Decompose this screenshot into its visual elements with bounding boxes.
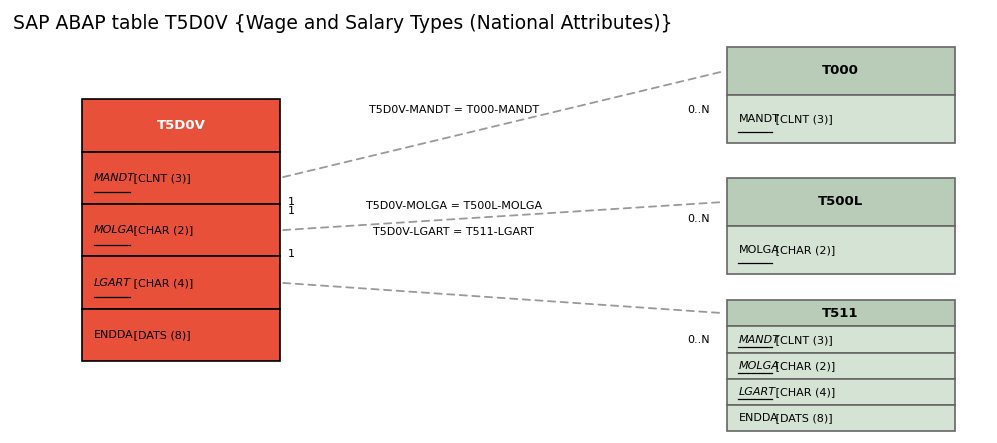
- FancyBboxPatch shape: [727, 226, 954, 274]
- Text: T500L: T500L: [818, 195, 863, 208]
- FancyBboxPatch shape: [727, 405, 954, 431]
- Text: MANDT: MANDT: [94, 173, 135, 183]
- Text: 1
1: 1 1: [288, 197, 295, 216]
- Text: [CLNT (3)]: [CLNT (3)]: [130, 173, 190, 183]
- Text: MANDT: MANDT: [739, 114, 780, 124]
- FancyBboxPatch shape: [82, 309, 280, 361]
- Text: LGART: LGART: [94, 278, 131, 288]
- Text: 0..N: 0..N: [687, 105, 710, 115]
- Text: T5D0V-LGART = T511-LGART: T5D0V-LGART = T511-LGART: [374, 227, 534, 237]
- FancyBboxPatch shape: [82, 99, 280, 152]
- Text: [DATS (8)]: [DATS (8)]: [772, 413, 832, 424]
- FancyBboxPatch shape: [727, 47, 954, 95]
- FancyBboxPatch shape: [727, 300, 954, 326]
- Text: 1: 1: [288, 249, 295, 259]
- FancyBboxPatch shape: [82, 204, 280, 256]
- Text: MANDT: MANDT: [739, 334, 780, 345]
- FancyBboxPatch shape: [82, 152, 280, 204]
- FancyBboxPatch shape: [727, 178, 954, 226]
- FancyBboxPatch shape: [727, 379, 954, 405]
- Text: [CHAR (2)]: [CHAR (2)]: [772, 361, 835, 371]
- Text: 0..N: 0..N: [687, 334, 710, 345]
- Text: [CLNT (3)]: [CLNT (3)]: [772, 114, 832, 124]
- Text: [DATS (8)]: [DATS (8)]: [130, 330, 190, 340]
- Text: [CHAR (4)]: [CHAR (4)]: [772, 387, 835, 397]
- Text: [CHAR (2)]: [CHAR (2)]: [772, 245, 835, 255]
- FancyBboxPatch shape: [727, 326, 954, 353]
- Text: MOLGA: MOLGA: [739, 361, 780, 371]
- Text: T5D0V-MANDT = T000-MANDT: T5D0V-MANDT = T000-MANDT: [369, 105, 539, 115]
- FancyBboxPatch shape: [727, 353, 954, 379]
- Text: T5D0V-MOLGA = T500L-MOLGA: T5D0V-MOLGA = T500L-MOLGA: [366, 201, 542, 211]
- FancyBboxPatch shape: [82, 256, 280, 309]
- Text: ENDDA: ENDDA: [94, 330, 134, 340]
- FancyBboxPatch shape: [727, 95, 954, 143]
- Text: T5D0V: T5D0V: [157, 119, 205, 132]
- Text: ENDDA: ENDDA: [739, 413, 779, 424]
- Text: T511: T511: [823, 307, 858, 320]
- Text: [CHAR (2)]: [CHAR (2)]: [130, 225, 193, 235]
- Text: LGART: LGART: [739, 387, 776, 397]
- Text: T000: T000: [823, 64, 859, 77]
- Text: 0..N: 0..N: [687, 214, 710, 224]
- Text: [CLNT (3)]: [CLNT (3)]: [772, 334, 832, 345]
- Text: MOLGA: MOLGA: [739, 245, 780, 255]
- Text: [CHAR (4)]: [CHAR (4)]: [130, 278, 193, 288]
- Text: MOLGA: MOLGA: [94, 225, 135, 235]
- Text: SAP ABAP table T5D0V {Wage and Salary Types (National Attributes)}: SAP ABAP table T5D0V {Wage and Salary Ty…: [13, 14, 672, 33]
